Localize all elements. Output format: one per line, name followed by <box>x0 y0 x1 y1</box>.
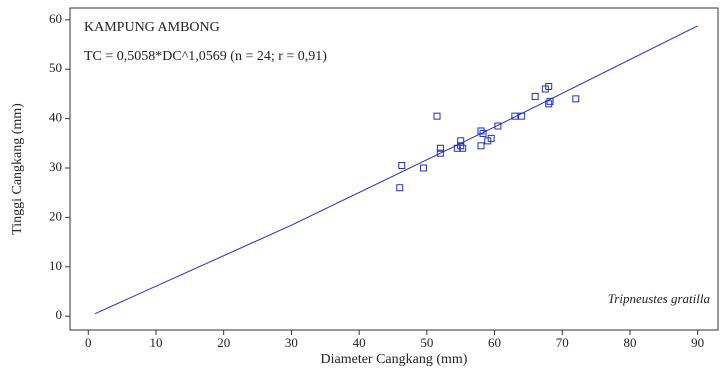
data-point <box>436 144 444 152</box>
species-annotation: Tripneustes gratilla <box>608 291 711 306</box>
x-tick-label: 60 <box>488 335 501 350</box>
x-tick-label: 10 <box>149 335 162 350</box>
y-tick-label: 0 <box>56 307 63 322</box>
data-point <box>494 122 502 130</box>
x-tick-label: 30 <box>285 335 298 350</box>
x-axis-label: Diameter Cangkang (mm) <box>321 352 468 367</box>
y-axis-label: Tinggi Cangkang (mm) <box>10 103 25 235</box>
data-point <box>457 137 465 145</box>
data-point <box>398 162 406 170</box>
data-point <box>518 112 526 120</box>
fit-line <box>94 25 698 315</box>
x-tick-label: 70 <box>556 335 569 350</box>
plot-frame <box>69 7 719 331</box>
data-point <box>531 92 539 100</box>
data-point <box>546 97 554 105</box>
data-point <box>433 112 441 120</box>
y-tick-label: 60 <box>49 11 62 26</box>
data-point <box>396 184 404 192</box>
y-tick-label: 10 <box>49 258 62 273</box>
x-tick-label: 80 <box>623 335 636 350</box>
y-tick-label: 40 <box>49 110 62 125</box>
data-point <box>459 144 467 152</box>
x-tick-label: 40 <box>353 335 366 350</box>
data-point <box>479 129 487 137</box>
data-point <box>457 142 465 150</box>
x-tick-label: 20 <box>217 335 230 350</box>
data-point <box>487 134 495 142</box>
y-tick-label: 30 <box>49 159 62 174</box>
data-point <box>572 95 580 103</box>
x-tick-label: 0 <box>85 335 92 350</box>
x-tick-label: 50 <box>420 335 433 350</box>
data-point <box>477 142 485 150</box>
data-point <box>419 164 427 172</box>
data-point <box>511 112 519 120</box>
data-point <box>477 127 485 135</box>
y-tick-label: 50 <box>49 60 62 75</box>
chart-subtitle: TC = 0,5058*DC^1,0569 (n = 24; r = 0,91) <box>84 49 327 64</box>
chart-title: KAMPUNG AMBONG <box>84 20 220 35</box>
y-tick-label: 20 <box>49 208 62 223</box>
data-point <box>545 100 553 108</box>
x-tick-label: 90 <box>691 335 704 350</box>
data-point <box>436 149 444 157</box>
data-point <box>545 83 553 91</box>
